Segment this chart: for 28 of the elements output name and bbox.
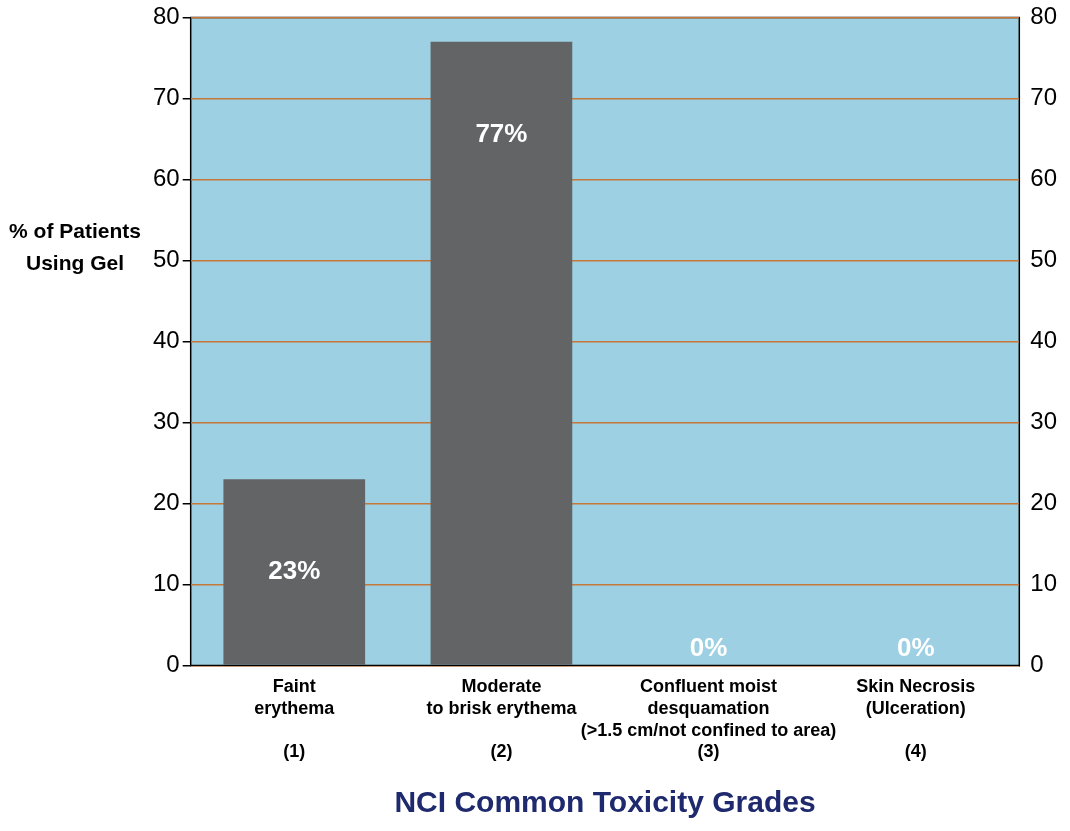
y2-tick-label: 30 (1030, 407, 1058, 435)
data-label: 77% (475, 117, 528, 148)
y-tick-label: 80 (152, 2, 180, 30)
y2-tick-label: 70 (1030, 83, 1058, 111)
category-label: Moderate to brisk erythema (2) (426, 676, 577, 762)
y-tick-label: 50 (152, 245, 180, 273)
data-label: 0% (689, 631, 728, 662)
y-axis-title: % of Patients Using Gel (8, 218, 142, 276)
y-tick-label: 40 (152, 326, 180, 354)
y-tick-label: 0 (166, 650, 180, 678)
y2-tick-label: 80 (1030, 2, 1058, 30)
y-tick-label: 60 (152, 164, 180, 192)
y2-tick-label: 60 (1030, 164, 1058, 192)
y2-tick-label: 50 (1030, 245, 1058, 273)
x-tick-label: Confluent moist desquamation (>1.5 cm/not confined to area) (3) (580, 676, 837, 762)
data-label: 0% (896, 631, 935, 662)
y2-tick-label: 0 (1030, 650, 1044, 678)
y-tick-label: 20 (152, 488, 180, 516)
y2-tick-label: 40 (1030, 326, 1058, 354)
y2-tick-label: 10 (1030, 569, 1058, 597)
y-tick-label: 30 (152, 407, 180, 435)
data-label: 23% (268, 555, 321, 586)
x-axis-title: NCI Common Toxicity Grades (394, 785, 816, 819)
y-tick-label: 70 (152, 83, 180, 111)
category-label: Skin Necrosis (Ulceration) (4) (856, 676, 976, 762)
y2-tick-label: 20 (1030, 488, 1058, 516)
y-tick-label: 10 (152, 569, 180, 597)
category-label: Faint erythema (1) (254, 676, 335, 762)
